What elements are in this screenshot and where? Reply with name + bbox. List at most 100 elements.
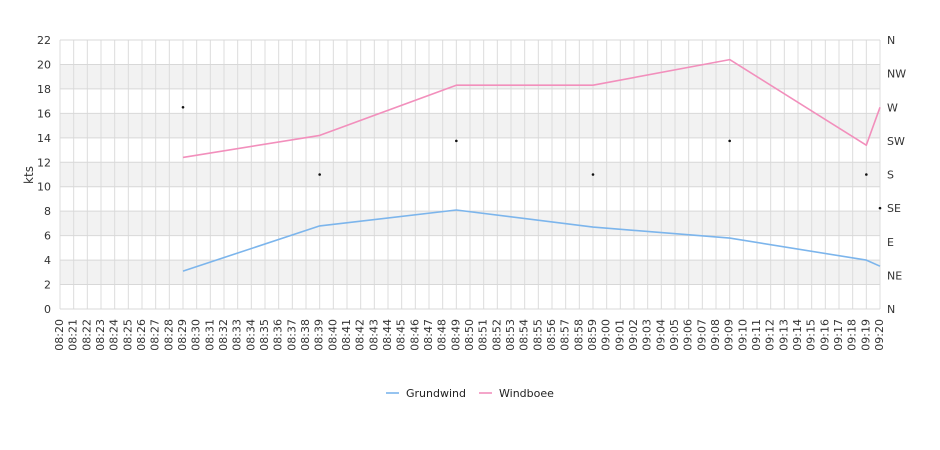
direction-tick-label: S (887, 169, 894, 182)
x-axis-ticks: 08:20 08:21 08:22 08:23 08:24 08:25 08:26 08:27… (53, 319, 886, 351)
x-tick-label: 08:52 (490, 319, 503, 351)
x-tick-label: 08:35 (258, 319, 271, 351)
y-tick-label: 8 (44, 205, 51, 218)
x-tick-label: 09:04 (654, 319, 667, 351)
x-tick-label: 08:23 (94, 319, 107, 351)
x-tick-label: 08:39 (313, 319, 326, 351)
x-tick-label: 08:34 (244, 319, 257, 351)
x-tick-label: 09:20 (873, 319, 886, 351)
x-tick-label: 09:16 (818, 319, 831, 351)
x-tick-label: 09:09 (723, 319, 736, 351)
x-tick-label: 08:44 (381, 319, 394, 351)
x-tick-label: 08:25 (121, 319, 134, 351)
x-tick-label: 09:15 (805, 319, 818, 351)
direction-marker (455, 139, 458, 143)
direction-tick-label: SW (887, 135, 905, 148)
x-tick-label: 08:58 (572, 319, 585, 351)
x-tick-label: 08:53 (504, 319, 517, 351)
direction-tick-label: E (887, 236, 894, 249)
x-tick-label: 09:19 (859, 319, 872, 351)
x-tick-label: 08:33 (231, 319, 244, 351)
x-tick-label: 09:13 (777, 319, 790, 351)
y-tick-label: 0 (44, 303, 51, 316)
x-tick-label: 09:05 (668, 319, 681, 351)
series-lines (182, 58, 881, 272)
direction-tick-label: NE (887, 269, 902, 282)
y-tick-label: 22 (37, 34, 51, 47)
x-tick-label: 08:45 (395, 319, 408, 351)
x-tick-label: 08:50 (463, 319, 476, 351)
x-tick-label: 09:07 (695, 319, 708, 351)
x-tick-label: 08:51 (477, 319, 490, 351)
direction-marker (181, 105, 185, 109)
x-tick-label: 08:32 (217, 319, 230, 351)
x-tick-label: 09:08 (709, 319, 722, 351)
y-axis-ticks: 0 2 4 6 8 10 12 14 16 18 20 22 (37, 34, 51, 316)
y-tick-label: 10 (37, 181, 51, 194)
series-line-windboee (182, 58, 881, 159)
x-tick-label: 08:41 (340, 319, 353, 351)
x-tick-label: 08:46 (408, 319, 421, 351)
x-tick-label: 08:54 (518, 319, 531, 351)
x-tick-label: 09:01 (613, 319, 626, 351)
x-tick-label: 08:38 (299, 319, 312, 351)
legend-item-grundwind[interactable]: Grundwind (386, 387, 466, 400)
x-tick-label: 08:24 (108, 319, 121, 351)
x-tick-label: 08:49 (449, 319, 462, 351)
x-tick-label: 09:02 (627, 319, 640, 351)
direction-tick-label: W (887, 101, 898, 114)
y-tick-label: 6 (44, 230, 51, 243)
direction-tick-label: N (887, 303, 895, 316)
x-tick-label: 08:40 (326, 319, 339, 351)
x-tick-label: 08:31 (203, 319, 216, 351)
y-tick-label: 18 (37, 83, 51, 96)
x-tick-label: 08:26 (135, 319, 148, 351)
x-tick-label: 08:55 (531, 319, 544, 351)
x-tick-label: 08:56 (545, 319, 558, 351)
x-tick-label: 09:12 (764, 319, 777, 351)
x-tick-label: 08:48 (436, 319, 449, 351)
x-tick-label: 09:06 (682, 319, 695, 351)
legend-label: Grundwind (406, 387, 466, 400)
direction-marker (318, 173, 321, 176)
x-tick-label: 09:18 (846, 319, 859, 351)
direction-marker (728, 139, 731, 143)
x-tick-label: 08:20 (53, 319, 66, 351)
x-tick-label: 09:14 (791, 319, 804, 351)
x-tick-label: 08:21 (67, 319, 80, 351)
vertical-gridlines (59, 40, 881, 309)
direction-markers (181, 105, 882, 210)
y-tick-label: 4 (44, 254, 51, 267)
direction-marker (878, 206, 882, 210)
x-tick-label: 08:42 (354, 319, 367, 351)
x-tick-label: 08:36 (272, 319, 285, 351)
horizontal-gridlines (60, 39, 880, 310)
x-tick-label: 08:57 (559, 319, 572, 351)
y-tick-label: 12 (37, 156, 51, 169)
x-tick-label: 09:10 (736, 319, 749, 351)
x-tick-label: 08:43 (367, 319, 380, 351)
x-tick-label: 08:30 (190, 319, 203, 351)
direction-marker (865, 173, 868, 176)
direction-tick-label: NW (887, 68, 906, 81)
direction-marker (591, 173, 595, 176)
y-tick-label: 14 (37, 132, 51, 145)
x-tick-label: 08:29 (176, 319, 189, 351)
x-tick-label: 08:22 (80, 319, 93, 351)
series-line-grundwind (182, 209, 881, 272)
x-tick-label: 09:11 (750, 319, 763, 351)
legend-label: Windboee (499, 387, 554, 400)
x-tick-label: 08:28 (162, 319, 175, 351)
y-tick-label: 2 (44, 279, 51, 292)
y-axis-title: kts (22, 166, 36, 184)
x-tick-label: 09:17 (832, 319, 845, 351)
x-tick-label: 08:47 (422, 319, 435, 351)
x-tick-label: 09:03 (641, 319, 654, 351)
x-tick-label: 09:00 (600, 319, 613, 351)
direction-tick-label: N (887, 34, 895, 47)
y-tick-label: 16 (37, 107, 51, 120)
direction-axis-ticks: N NE E SE S SW W NW N (887, 34, 906, 316)
legend-item-windboee[interactable]: Windboee (479, 387, 554, 400)
legend[interactable]: Grundwind Windboee (386, 387, 554, 400)
